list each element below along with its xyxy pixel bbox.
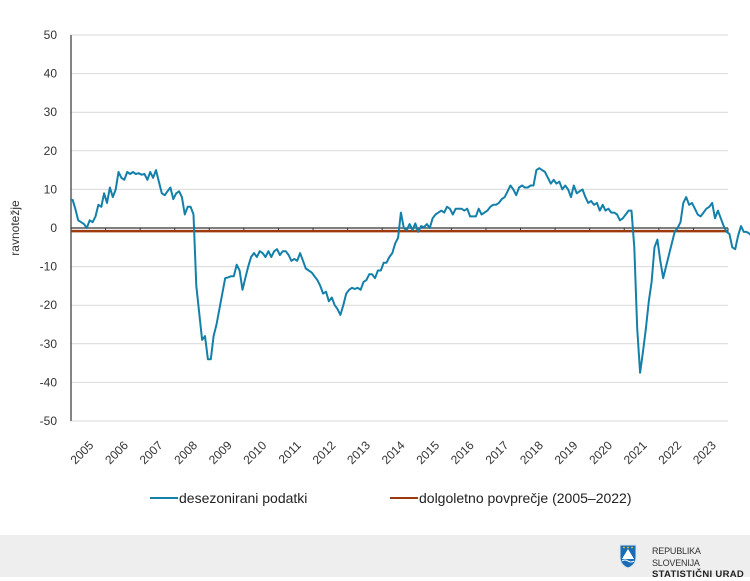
y-tick-label: 30 — [44, 105, 58, 119]
x-tick-label: 2005 — [68, 438, 97, 467]
footer-line2: STATISTIČNI URAD — [652, 569, 750, 581]
x-tick-label: 2022 — [655, 438, 684, 467]
x-tick-label: 2010 — [241, 438, 270, 467]
y-tick-label: 40 — [44, 67, 58, 81]
institution-name: REPUBLIKA SLOVENIJA STATISTIČNI URAD — [652, 545, 750, 581]
legend-label: dolgoletno povprečje (2005–2022) — [419, 490, 632, 506]
x-tick-label: 2020 — [586, 438, 615, 467]
y-tick-label: 0 — [50, 221, 57, 235]
y-tick-label: -30 — [40, 337, 58, 351]
x-tick-label: 2014 — [379, 438, 408, 467]
legend: desezonirani podatki dolgoletno povprečj… — [0, 490, 750, 518]
y-tick-label: 20 — [44, 144, 58, 158]
x-tick-label: 2013 — [344, 438, 373, 467]
y-tick-label: -20 — [40, 298, 58, 312]
x-tick-label: 2015 — [413, 438, 442, 467]
y-tick-label: -40 — [40, 375, 58, 389]
x-tick-label: 2021 — [621, 438, 650, 467]
x-tick-label: 2007 — [137, 438, 166, 467]
legend-swatch-blue — [150, 497, 178, 499]
y-axis-tick-labels: 50 40 30 20 10 0 -10 -20 -30 -40 -50 — [40, 28, 58, 428]
footer-bar: REPUBLIKA SLOVENIJA STATISTIČNI URAD — [0, 535, 750, 577]
legend-swatch-brown — [390, 497, 418, 499]
y-tick-label: 10 — [44, 182, 58, 196]
x-tick-label: 2008 — [171, 438, 200, 467]
x-tick-label: 2016 — [448, 438, 477, 467]
x-tick-label: 2017 — [483, 438, 512, 467]
x-tick-label: 2019 — [552, 438, 581, 467]
x-tick-label: 2012 — [310, 438, 339, 467]
series-seasonally-adjusted-line — [72, 168, 750, 373]
x-tick-label: 2018 — [517, 438, 546, 467]
legend-item-seasonally-adjusted[interactable]: desezonirani podatki — [150, 490, 307, 506]
legend-label: desezonirani podatki — [179, 490, 307, 506]
y-tick-label: -50 — [40, 414, 58, 428]
legend-item-long-term-average[interactable]: dolgoletno povprečje (2005–2022) — [390, 490, 632, 506]
y-tick-label: 50 — [44, 28, 58, 42]
x-tick-label: 2023 — [690, 438, 719, 467]
x-tick-label: 2006 — [102, 438, 131, 467]
y-axis-label: ravnotežje — [8, 200, 22, 256]
slovenia-coat-of-arms-icon — [618, 543, 638, 569]
x-tick-label: 2009 — [206, 438, 235, 467]
y-tick-label: -10 — [40, 260, 58, 274]
x-tick-label: 2011 — [276, 438, 304, 466]
footer-line1: REPUBLIKA SLOVENIJA — [652, 545, 750, 569]
